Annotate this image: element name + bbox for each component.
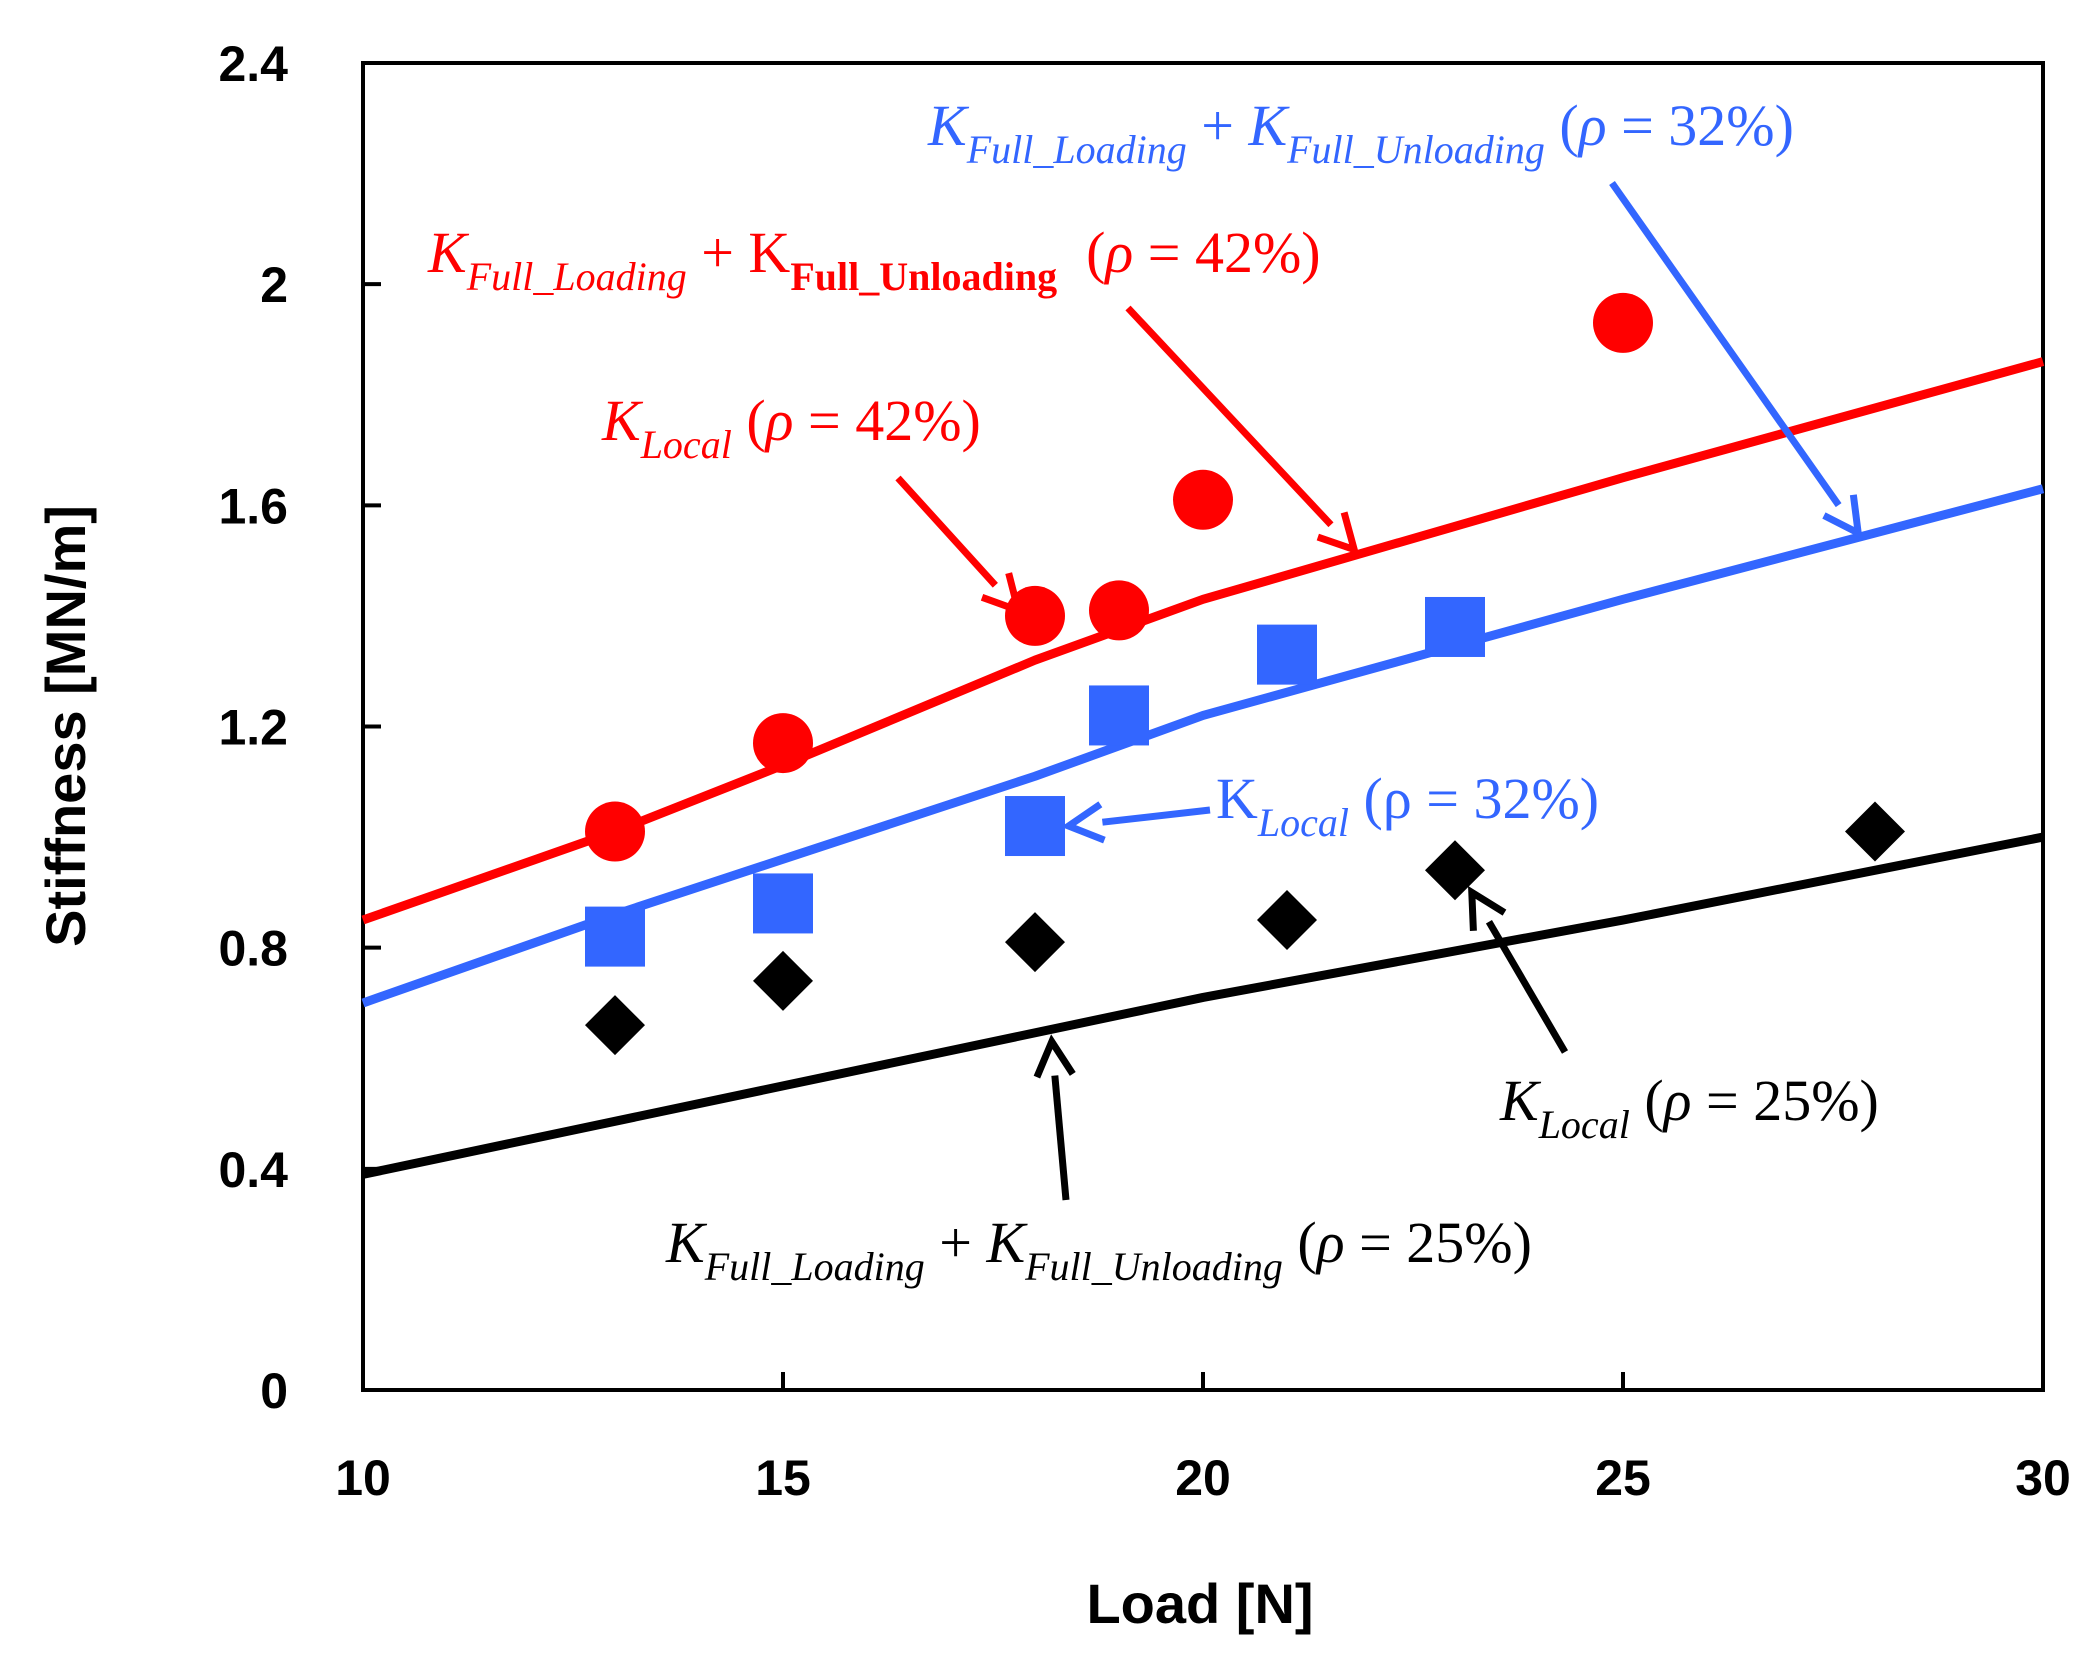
annotation-part: = 25%) (1345, 1210, 1532, 1275)
annotation-part: + (1187, 93, 1249, 158)
annotation-arrow-shaft (1051, 1075, 1070, 1201)
data-point-circle (1593, 292, 1653, 353)
annotation-part: K (601, 388, 644, 453)
data-point-diamond (1845, 801, 1905, 862)
annotation-part: K (1216, 766, 1258, 831)
annotation-part: K (1499, 1068, 1542, 1133)
x-axis-title: Load [N] (1086, 1572, 1313, 1635)
annotation-arrow-shaft (1101, 806, 1211, 826)
annotation-arrow-shaft (1485, 919, 1569, 1054)
annotation-part: K (927, 93, 970, 158)
x-tick-label: 10 (335, 1450, 391, 1506)
annotation-part: Full_Unloading (790, 254, 1057, 299)
series-points (585, 292, 1905, 1056)
data-point-circle (1005, 585, 1065, 646)
annotation-part: Full_Loading (466, 254, 687, 299)
x-tick-label: 15 (755, 1450, 811, 1506)
annotation-part: = 42%) (793, 388, 980, 453)
y-axis-title: Stiffness [MN/m] (34, 505, 97, 947)
annotation-arrows (895, 180, 1863, 1201)
data-point-square (585, 906, 645, 967)
y-tick-label: 0 (260, 1363, 288, 1419)
y-axis-ticks: 0 0.4 0.8 1.2 1.6 2 2.4 (218, 36, 381, 1419)
annotation-part: ( (1545, 93, 1579, 158)
annotation-part: Local (640, 422, 732, 467)
annotation-part: Local (1538, 1102, 1630, 1147)
annotation-part: Full_Unloading (1286, 127, 1545, 172)
annotation-part: (ρ = 32%) (1349, 766, 1599, 831)
data-point-circle (753, 713, 813, 774)
annotation-part: Full_Loading (704, 1244, 925, 1289)
y-tick-label: 2.4 (218, 36, 288, 92)
annotation-part: Full_Unloading (1024, 1244, 1283, 1289)
annotation-part: ρ (1662, 1068, 1692, 1133)
annotation-arrow-head (1061, 801, 1106, 844)
annotation-part: ( (1630, 1068, 1664, 1133)
annotation-label-red-full: KFull_Loading + KFull_Unloading (ρ = 42%… (427, 220, 1321, 299)
data-point-diamond (1425, 840, 1485, 901)
annotation-part: ρ (764, 388, 794, 453)
data-point-circle (1089, 580, 1149, 641)
data-point-circle (585, 801, 645, 862)
annotation-arrow-shaft (1609, 180, 1842, 508)
annotation-part: = 32%) (1607, 93, 1794, 158)
annotation-labels: KFull_Loading + KFull_Unloading (ρ = 32%… (427, 93, 1879, 1289)
annotation-part: Full_Loading (966, 127, 1187, 172)
annotation-part: = 42%) (1133, 220, 1320, 285)
x-tick-label: 20 (1175, 1450, 1231, 1506)
annotation-label-black-full: KFull_Loading + KFull_Unloading (ρ = 25%… (665, 1210, 1532, 1289)
annotation-arrow-head (1316, 511, 1360, 556)
y-tick-label: 2 (260, 257, 288, 313)
data-point-diamond (585, 995, 645, 1056)
x-tick-label: 25 (1595, 1450, 1651, 1506)
data-point-square (1257, 624, 1317, 685)
annotation-part: + (925, 1210, 987, 1275)
annotation-part: ρ (1577, 93, 1607, 158)
annotation-part: ( (732, 388, 766, 453)
annotation-part: ( (1283, 1210, 1317, 1275)
x-tick-label: 30 (2015, 1450, 2071, 1506)
annotation-arrow-shaft (1125, 305, 1334, 528)
annotation-part: ρ (1315, 1210, 1345, 1275)
y-tick-label: 1.6 (218, 478, 288, 534)
annotation-part: = 25%) (1691, 1068, 1878, 1133)
x-axis-ticks: 10 15 20 25 30 (335, 1372, 2071, 1506)
data-point-diamond (1005, 912, 1065, 973)
y-tick-label: 0.8 (218, 921, 288, 977)
annotation-arrow-head (1468, 885, 1507, 931)
annotation-arrow-head (1033, 1034, 1076, 1079)
annotation-label-black-local: KLocal (ρ = 25%) (1499, 1068, 1879, 1147)
data-point-diamond (753, 950, 813, 1011)
annotation-arrow-head (1822, 494, 1863, 540)
data-point-square (1089, 685, 1149, 746)
annotation-part: K (665, 1210, 708, 1275)
series-line (362, 832, 2044, 1179)
annotation-part: ( (1057, 220, 1105, 285)
annotation-part: K (1247, 93, 1290, 158)
annotation-label-blue-full: KFull_Loading + KFull_Unloading (ρ = 32%… (927, 93, 1794, 172)
y-tick-label: 1.2 (218, 700, 288, 756)
annotation-label-red-local: KLocal (ρ = 42%) (601, 388, 981, 467)
annotation-arrow-head (980, 572, 1024, 616)
y-tick-label: 0.4 (218, 1142, 288, 1198)
annotation-part: Local (1257, 800, 1349, 845)
data-point-diamond (1257, 890, 1317, 951)
annotation-label-blue-local: KLocal (ρ = 32%) (1216, 766, 1599, 845)
annotation-part: K (985, 1210, 1028, 1275)
data-point-circle (1173, 469, 1233, 530)
annotation-arrow-shaft (895, 475, 998, 588)
annotation-part: K (427, 220, 470, 285)
data-point-square (753, 873, 813, 934)
data-point-square (1425, 596, 1485, 657)
annotation-part: ρ (1103, 220, 1133, 285)
annotation-part: + K (687, 220, 791, 285)
data-point-square (1005, 796, 1065, 857)
